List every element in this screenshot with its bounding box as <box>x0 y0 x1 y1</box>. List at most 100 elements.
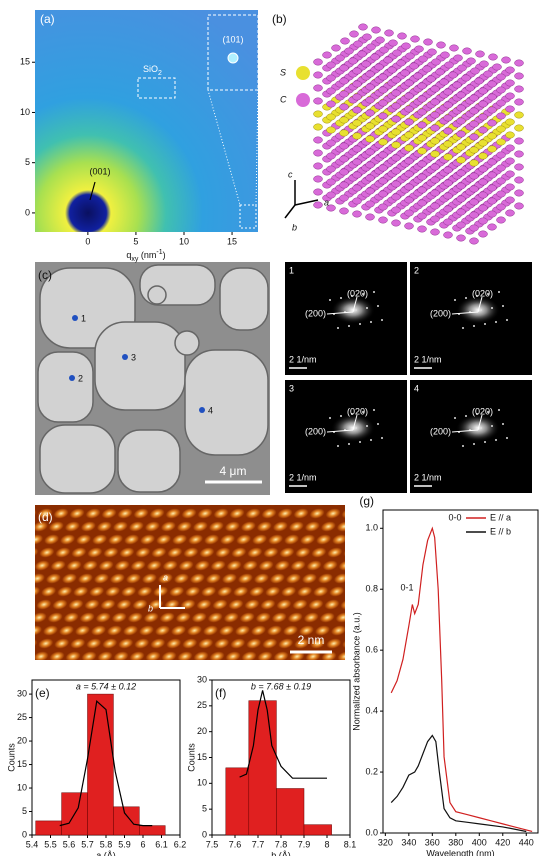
y-tick-label: 0.2 <box>365 766 378 776</box>
tile-text: (020) <box>347 288 368 298</box>
lattice-site <box>313 162 323 170</box>
y-tick-label: 15 <box>20 57 30 67</box>
diffraction-spot <box>502 305 504 307</box>
diffraction-spot <box>340 415 342 417</box>
diffraction-spot <box>362 411 364 413</box>
lattice-site <box>496 112 506 120</box>
x-axis-label: b (Å) <box>271 850 291 856</box>
y-axis-label: Counts <box>6 743 16 772</box>
diffraction-spot <box>462 327 464 329</box>
lattice-site <box>313 136 323 144</box>
lattice-site <box>391 128 401 136</box>
lattice-site <box>404 144 414 152</box>
lattice-site <box>326 204 336 212</box>
y-tick-label: 20 <box>197 726 207 736</box>
lattice-site <box>514 202 524 210</box>
lattice-site <box>326 100 336 108</box>
lattice-site <box>469 133 479 141</box>
lattice-site <box>456 143 466 151</box>
lattice-site <box>514 163 524 171</box>
x-axis-label-part: q <box>126 250 131 260</box>
lattice-site <box>496 203 506 211</box>
lattice-site <box>326 74 336 82</box>
x-axis-label: Wavelength (nm) <box>426 848 494 856</box>
x-tick-label: 6.2 <box>174 839 187 849</box>
lattice-site <box>435 68 445 76</box>
lattice-site <box>496 125 506 133</box>
lattice-site <box>378 190 388 198</box>
lattice-site <box>392 49 402 57</box>
lattice-site <box>378 138 388 146</box>
lattice-site <box>391 180 401 188</box>
lattice-site <box>469 146 479 154</box>
lattice-site <box>505 131 515 139</box>
tile-label: 4 <box>414 383 419 393</box>
lattice-site <box>391 167 401 175</box>
tile-text: (020) <box>472 288 493 298</box>
lattice-site <box>404 131 414 139</box>
lattice-site <box>474 77 484 85</box>
lattice-site <box>431 58 441 66</box>
line <box>390 526 533 833</box>
lattice-site <box>313 149 323 157</box>
x-tick-label: 320 <box>378 837 393 847</box>
lattice-site <box>436 41 446 49</box>
diffraction-spot <box>465 297 467 299</box>
lattice-site <box>313 84 323 92</box>
lattice-site <box>430 150 440 158</box>
lattice-site <box>339 90 349 98</box>
x-tick-label: 5 <box>133 236 138 246</box>
lattice-site <box>478 204 488 212</box>
lattice-site <box>487 184 497 192</box>
fit-curve <box>239 690 327 779</box>
lattice-site <box>352 80 362 88</box>
lattice-site <box>352 145 362 153</box>
diffraction-spot <box>362 293 364 295</box>
lattice-site <box>488 53 498 61</box>
annotation: 0-1 <box>400 582 413 592</box>
lattice-site <box>357 50 367 58</box>
lattice-site <box>365 109 375 117</box>
diffraction-spot <box>373 291 375 293</box>
lattice-site <box>478 113 488 121</box>
y-tick-label: 10 <box>17 782 27 792</box>
site-marker <box>199 407 205 413</box>
annotation: (001) <box>89 166 110 176</box>
lattice-site <box>352 158 362 166</box>
vector <box>326 311 354 315</box>
lattice-site <box>409 62 419 70</box>
panel-label: (e) <box>35 686 50 700</box>
lattice-site <box>391 206 401 214</box>
lattice-site <box>352 132 362 140</box>
lattice-site <box>496 151 506 159</box>
diffraction-spot <box>340 297 342 299</box>
lattice-site <box>413 72 423 80</box>
lattice-site <box>339 194 349 202</box>
lattice-site <box>366 43 376 51</box>
lattice-site <box>478 152 488 160</box>
lattice-site <box>326 191 336 199</box>
lattice-site <box>326 152 336 160</box>
lattice-site <box>487 158 497 166</box>
lattice-site <box>478 87 488 95</box>
tile-text: (020) <box>472 406 493 416</box>
lattice-site <box>326 165 336 173</box>
legend-label: E // b <box>490 526 511 536</box>
diffraction-spot <box>495 439 497 441</box>
x-tick-label: 440 <box>519 837 534 847</box>
lattice-site <box>365 122 375 130</box>
lattice-site <box>378 86 388 94</box>
lattice-site <box>352 210 362 218</box>
lattice-site <box>514 72 524 80</box>
lattice-site <box>326 178 336 186</box>
diffraction-spot <box>381 437 383 439</box>
lattice-site <box>505 92 515 100</box>
lattice-site <box>456 208 466 216</box>
y-tick-label: 0 <box>25 207 30 217</box>
bar <box>113 806 140 836</box>
y-tick-label: 0.4 <box>365 705 378 715</box>
diffraction-spot <box>359 441 361 443</box>
x-tick-label: 6.1 <box>155 839 168 849</box>
lattice-site <box>391 154 401 162</box>
fit-curve <box>59 699 153 827</box>
